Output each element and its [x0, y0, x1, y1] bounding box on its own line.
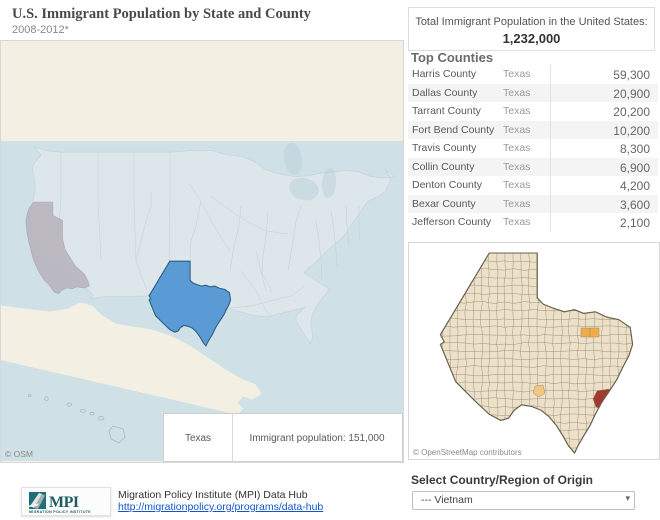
svg-text:MIGRATION POLICY INSTITUTE: MIGRATION POLICY INSTITUTE: [29, 510, 91, 514]
svg-text:MPI: MPI: [49, 494, 79, 511]
